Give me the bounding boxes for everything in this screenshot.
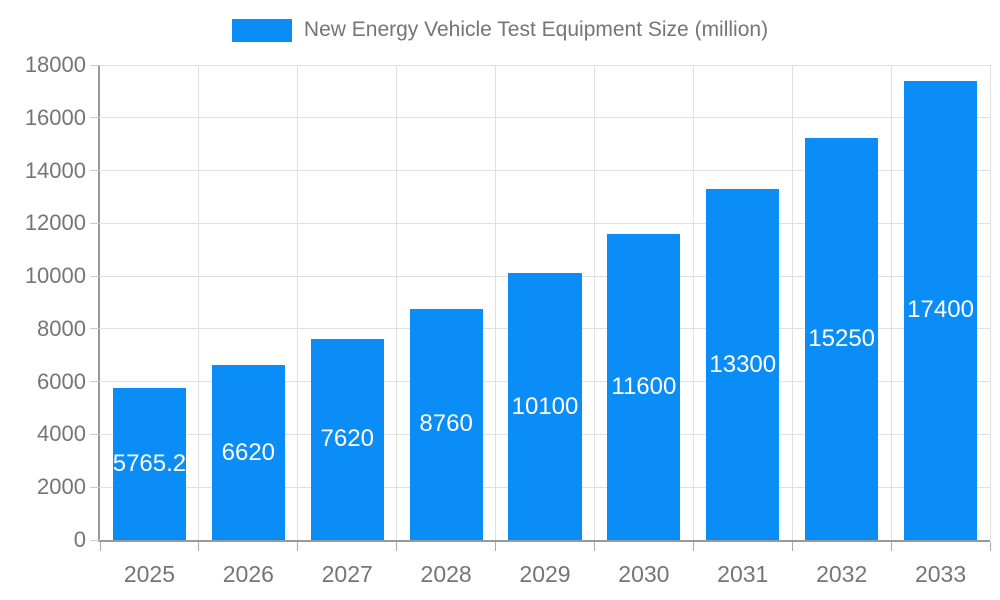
x-axis-tick xyxy=(593,542,595,551)
x-gridline xyxy=(692,65,694,540)
bar-2027 xyxy=(310,338,384,540)
x-axis-label: 2030 xyxy=(618,561,670,587)
x-gridline xyxy=(989,65,991,540)
x-gridline xyxy=(890,65,892,540)
y-gridline xyxy=(100,117,990,119)
bar-value-label: 6620 xyxy=(221,438,276,466)
x-axis-tick xyxy=(989,542,991,551)
x-axis-label: 2026 xyxy=(222,561,274,587)
bar-2030 xyxy=(607,233,681,540)
y-axis-label: 6000 xyxy=(37,368,86,394)
bar-2028 xyxy=(409,308,483,540)
y-axis-tick xyxy=(90,275,100,277)
y-axis-label: 0 xyxy=(73,527,86,552)
y-gridline xyxy=(100,170,990,172)
legend[interactable]: New Energy Vehicle Test Equipment Size (… xyxy=(0,18,1000,42)
y-axis-tick xyxy=(90,64,100,66)
x-axis-tick xyxy=(890,542,892,551)
x-axis-label: 2032 xyxy=(816,561,868,587)
y-axis-tick xyxy=(90,328,100,330)
x-gridline xyxy=(495,65,497,540)
y-axis-tick xyxy=(90,222,100,224)
y-axis-label: 14000 xyxy=(24,157,86,183)
bar-2026 xyxy=(211,365,285,540)
y-gridline xyxy=(100,64,990,66)
x-axis-label: 2027 xyxy=(321,561,373,587)
y-axis-tick xyxy=(90,381,100,383)
x-axis-tick xyxy=(791,542,793,551)
x-axis-label: 2031 xyxy=(717,561,769,587)
y-axis-label: 2000 xyxy=(37,474,86,500)
x-gridline xyxy=(297,65,299,540)
x-gridline xyxy=(198,65,200,540)
x-axis-label: 2028 xyxy=(420,561,472,587)
y-axis-label: 18000 xyxy=(24,52,86,77)
x-axis-tick xyxy=(198,542,200,551)
x-axis-tick xyxy=(495,542,497,551)
y-axis-label: 10000 xyxy=(24,263,86,289)
legend-label: New Energy Vehicle Test Equipment Size (… xyxy=(303,18,769,41)
y-axis-label: 12000 xyxy=(24,210,86,236)
bar-2032 xyxy=(805,137,879,540)
y-axis-tick xyxy=(90,539,100,541)
y-gridline xyxy=(100,222,990,224)
bar-value-label: 10100 xyxy=(511,392,579,420)
bar-value-label: 5765.2 xyxy=(112,449,187,477)
bar-2025 xyxy=(112,387,187,540)
x-axis-tick xyxy=(692,542,694,551)
bar-value-label: 13300 xyxy=(709,350,777,378)
y-axis-tick xyxy=(90,170,100,172)
y-axis-label: 8000 xyxy=(37,315,86,341)
legend-swatch-icon xyxy=(231,18,292,42)
x-gridline xyxy=(791,65,793,540)
x-axis-label: 2033 xyxy=(914,561,967,587)
bar-2031 xyxy=(706,189,780,540)
x-axis-tick xyxy=(99,542,101,551)
bar-2029 xyxy=(508,273,582,540)
x-axis-label: 2025 xyxy=(123,561,176,587)
x-gridline xyxy=(396,65,398,540)
bar-value-label: 8760 xyxy=(419,410,473,438)
plot-area: 0 2000 4000 6000 8000 10000 12000 14000 16000 180… xyxy=(25,52,991,587)
y-axis-label: 16000 xyxy=(24,104,86,130)
x-axis-tick xyxy=(297,542,299,551)
y-axis-label: 4000 xyxy=(37,421,86,447)
y-axis-tick xyxy=(90,117,100,119)
y-axis-tick xyxy=(90,433,100,435)
bar-value-label: 11600 xyxy=(611,372,677,400)
y-axis-tick xyxy=(90,486,100,488)
x-axis-label: 2029 xyxy=(519,561,571,587)
x-gridline xyxy=(593,65,595,540)
bar-2033 xyxy=(903,80,978,540)
bar-value-label: 15250 xyxy=(808,324,876,352)
bar-value-label: 7620 xyxy=(320,425,374,453)
bar-value-label: 17400 xyxy=(907,296,974,324)
x-axis-tick xyxy=(396,542,398,551)
